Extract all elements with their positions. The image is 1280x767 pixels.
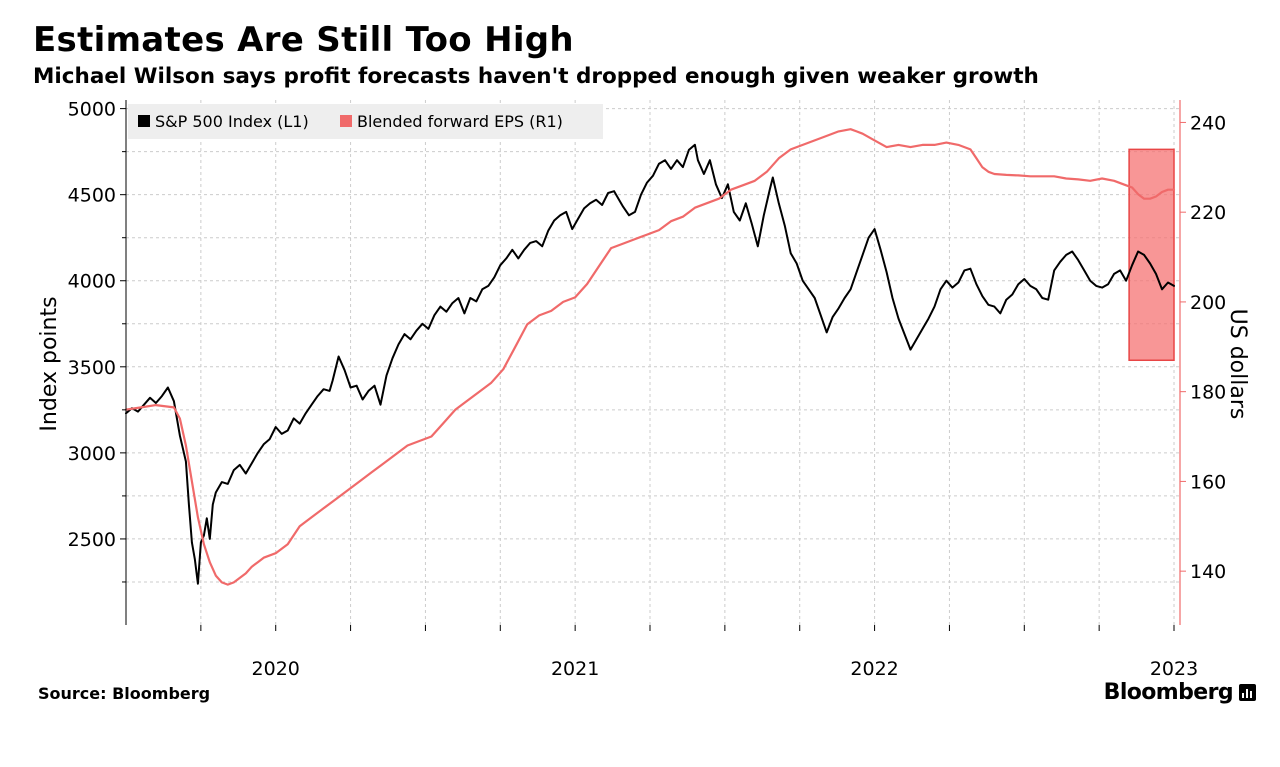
legend-swatch-sp500 [138,115,150,127]
brand-wordmark: Bloomberg [1103,680,1234,705]
legend-label-eps: Blended forward EPS (R1) [357,112,563,131]
right-tick-label: 240 [1190,112,1226,134]
right-tick-label: 140 [1190,561,1226,583]
legend-swatch-eps [340,115,352,127]
x-tick-label: 2022 [850,658,898,680]
chart-title: Estimates Are Still Too High [33,20,574,60]
series-group [124,128,1176,586]
tick-labels: 2500 3000 3500 4000 4500 5000 140 160 180 200 220 2… [68,99,1227,680]
left-tick-label: 3000 [68,443,116,465]
left-tick-label: 2500 [68,529,116,551]
gridlines [126,100,1180,625]
source-note: Source: Bloomberg [38,684,211,703]
left-axis-label: Index points [37,296,62,431]
axes: Index points US dollars [37,100,1250,625]
right-tick-label: 160 [1190,471,1226,493]
x-tick-label: 2021 [551,658,599,680]
left-tick-label: 5000 [68,99,116,121]
right-tick-label: 220 [1190,202,1226,224]
left-tick-label: 3500 [68,357,116,379]
legend-background [128,104,603,139]
x-tick-label: 2023 [1150,658,1198,680]
x-tick-label: 2020 [252,658,300,680]
legend-label-sp500: S&P 500 Index (L1) [155,112,309,131]
right-tick-label: 180 [1190,382,1226,404]
right-axis-label: US dollars [1225,309,1250,420]
bloomberg-logo: Bloomberg [1104,680,1256,705]
right-tick-label: 200 [1190,292,1226,314]
legend: S&P 500 Index (L1) Blended forward EPS (… [128,104,603,139]
eps-series-line [124,128,1176,586]
left-tick-label: 4500 [68,185,116,207]
chart-subtitle: Michael Wilson says profit forecasts hav… [33,64,1039,89]
bar-chart-icon [1239,684,1256,701]
left-tick-label: 4000 [68,271,116,293]
sp500-series-line [125,143,1175,585]
